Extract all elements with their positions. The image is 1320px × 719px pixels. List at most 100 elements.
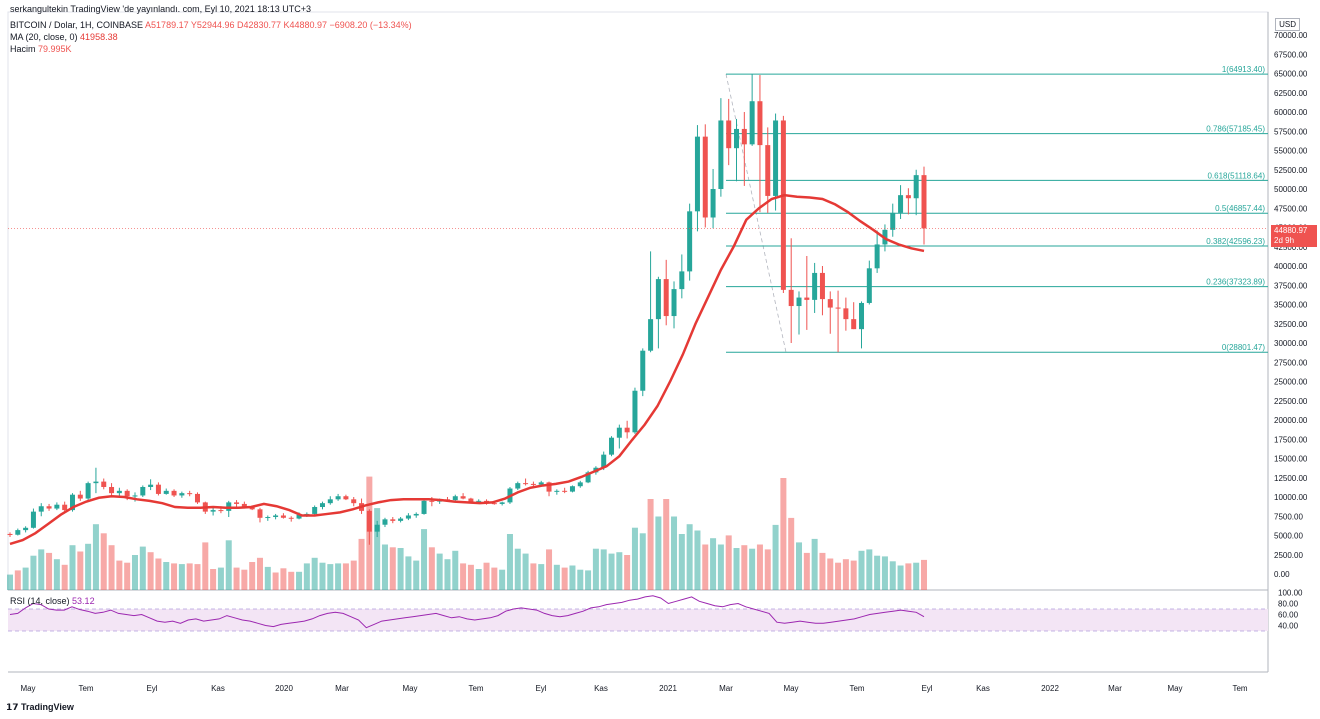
volume-bar	[546, 549, 553, 590]
candle-body	[273, 515, 279, 518]
candle-body	[921, 175, 927, 229]
time-tick-label: 2021	[659, 684, 677, 693]
volume-bar	[163, 562, 170, 590]
rsi-tick-label: 40.00	[1278, 622, 1299, 631]
legend-ohlc: A51789.17 Y52944.96 D42830.77 K44880.97 …	[145, 20, 412, 30]
fib-level-label: 0(28801.47)	[1222, 343, 1265, 352]
volume-bar	[272, 572, 279, 590]
candle-body	[38, 506, 44, 512]
volume-bar	[811, 538, 818, 590]
price-tick-label: 7500.00	[1274, 512, 1303, 521]
volume-bar	[444, 559, 451, 590]
volume-bar	[30, 555, 37, 590]
volume-bar	[46, 552, 53, 590]
candle-body	[812, 272, 818, 300]
fib-level-label: 0.5(46857.44)	[1215, 204, 1265, 213]
price-tick-label: 70000.00	[1274, 31, 1308, 40]
candle-body	[749, 101, 755, 145]
candle-body	[499, 502, 505, 504]
volume-bar	[678, 534, 685, 590]
volume-bar	[663, 499, 670, 590]
candle-body	[780, 120, 786, 290]
tradingview-logo[interactable]: 𝟭𝟳 TradingView	[6, 702, 74, 713]
candle-body	[413, 513, 419, 516]
candle-body	[851, 319, 857, 330]
legend-volume-row[interactable]: Hacim 79.995K	[10, 44, 72, 54]
candle-body	[335, 496, 341, 500]
volume-bar	[592, 548, 599, 590]
legend-symbol-row: BITCOIN / Dolar, 1H, COINBASE A51789.17 …	[10, 20, 412, 30]
time-axis[interactable]: May Tem Eyl Kas 2020 Mar May Tem Eyl Kas 2021 Mar Ma…	[20, 684, 1247, 693]
candle-body	[140, 486, 146, 496]
candle-body	[30, 511, 36, 528]
candle-body	[468, 498, 474, 502]
time-tick-label: Mar	[335, 684, 349, 693]
volume-bar	[639, 533, 646, 590]
candle-body	[319, 503, 325, 508]
price-axis[interactable]: 0.00 2500.00 5000.00 7500.00 10000.00 12500.0…	[1274, 31, 1308, 579]
candle-body	[687, 211, 693, 272]
candle-body	[62, 504, 68, 511]
volume-bar	[405, 556, 412, 590]
candle-body	[69, 494, 75, 511]
candle-body	[890, 212, 896, 230]
candle-body	[491, 503, 497, 505]
volume-bar	[460, 563, 467, 590]
candle-body	[773, 120, 779, 196]
candle-body	[265, 517, 271, 519]
volume-bar	[506, 534, 513, 590]
volume-bar	[186, 563, 193, 590]
volume-bar	[335, 563, 342, 590]
ma-20-line	[9, 193, 925, 546]
candle-body	[859, 302, 865, 330]
legend-rsi-label: RSI (14, close)	[10, 596, 70, 606]
candle-body	[257, 509, 263, 518]
candle-body	[155, 484, 161, 494]
rsi-tick-label: 80.00	[1278, 600, 1299, 609]
time-tick-label: Eyl	[535, 684, 546, 693]
candle-body	[835, 307, 841, 309]
price-tick-label: 62500.00	[1274, 89, 1308, 98]
candle-body	[218, 510, 224, 512]
legend-symbol[interactable]: BITCOIN / Dolar, 1H, COINBASE	[10, 20, 144, 30]
candle-body	[648, 319, 654, 351]
volume-bar	[311, 557, 318, 590]
candle-body	[663, 279, 669, 317]
candle-body	[671, 289, 677, 317]
price-tick-label: 10000.00	[1274, 493, 1308, 502]
candle-body	[843, 308, 849, 320]
candle-body	[54, 504, 60, 509]
currency-badge[interactable]: USD	[1275, 18, 1300, 31]
volume-bar	[569, 565, 576, 590]
candle-body	[77, 494, 83, 499]
brand-mark-icon: 𝟭𝟳	[6, 702, 22, 712]
volume-bar	[819, 552, 826, 590]
candle-body	[640, 350, 646, 391]
time-tick-label: Tem	[1232, 684, 1247, 693]
candle-body	[15, 530, 21, 535]
legend-ma-row[interactable]: MA (20, close, 0) 41958.38	[10, 32, 118, 42]
volume-bar	[264, 566, 271, 590]
candle-body	[163, 490, 169, 494]
candle-body	[913, 175, 919, 199]
price-tick-label: 37500.00	[1274, 281, 1308, 290]
volume-bar	[710, 538, 717, 590]
candle-body	[741, 128, 747, 145]
price-tick-label: 27500.00	[1274, 358, 1308, 367]
time-tick-label: May	[402, 684, 417, 693]
candle-body	[624, 427, 630, 433]
brand-name: TradingView	[21, 702, 74, 712]
legend-rsi-row[interactable]: RSI (14, close) 53.12	[10, 596, 95, 606]
candle-body	[296, 514, 302, 519]
candle-body	[804, 297, 810, 300]
volume-bar	[577, 569, 584, 590]
volume-bar	[499, 569, 506, 590]
volume-bar	[178, 564, 185, 590]
volume-bar	[483, 562, 490, 590]
volume-bar	[288, 571, 295, 590]
time-tick-label: Eyl	[921, 684, 932, 693]
volume-bar	[327, 564, 334, 590]
last-price-tag: 44880.97 2d 9h	[1271, 225, 1317, 247]
candle-body	[585, 472, 591, 483]
